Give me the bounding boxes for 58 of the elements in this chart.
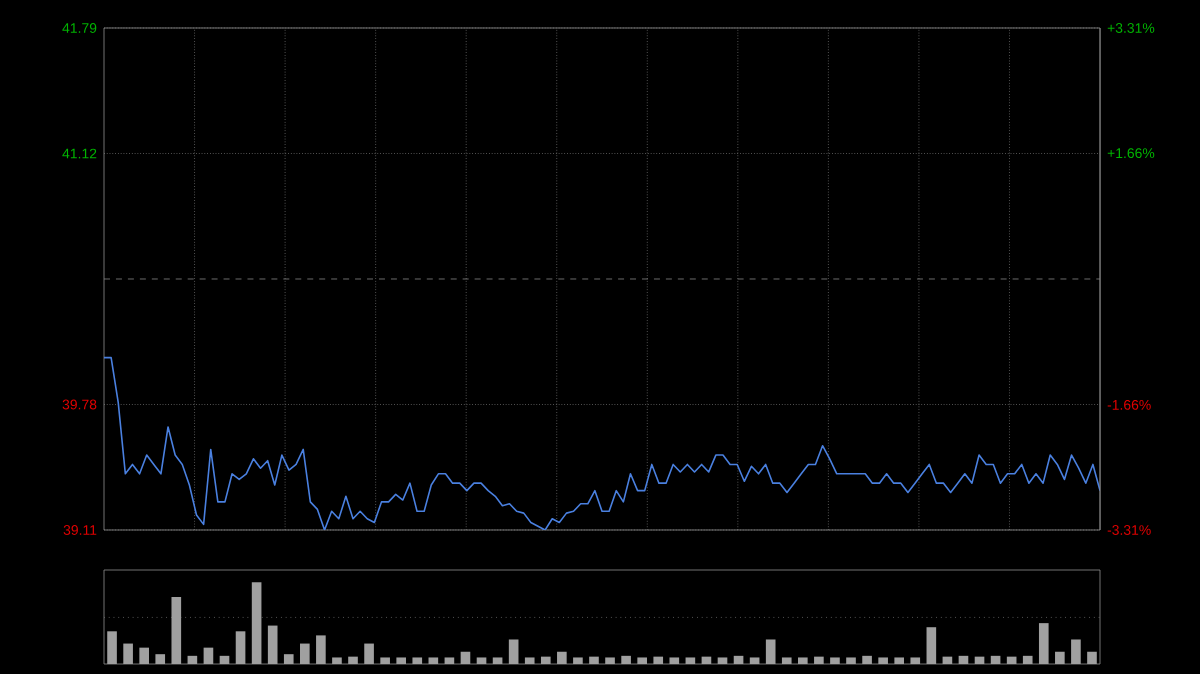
bar <box>267 625 278 664</box>
bar <box>781 657 792 664</box>
bar <box>187 655 198 664</box>
bar <box>717 657 728 664</box>
bar <box>910 657 921 664</box>
bar <box>107 631 117 664</box>
bar <box>958 655 969 664</box>
bar <box>1022 655 1033 664</box>
bar <box>203 647 214 664</box>
bar <box>1087 651 1097 664</box>
bar <box>123 643 133 664</box>
bar <box>926 627 937 664</box>
bar <box>332 657 342 664</box>
bar <box>653 656 664 664</box>
bar <box>139 647 149 664</box>
bar <box>637 657 647 664</box>
bar <box>283 654 294 664</box>
bar <box>894 657 905 664</box>
bar <box>412 657 423 664</box>
bar <box>573 657 583 664</box>
bar <box>428 657 439 664</box>
bar <box>621 655 631 664</box>
bar <box>862 655 872 664</box>
bar <box>685 657 696 664</box>
bar <box>749 657 760 664</box>
bar <box>669 657 680 664</box>
bar <box>348 656 358 664</box>
bar <box>765 639 776 664</box>
bar <box>235 631 246 664</box>
bar <box>797 657 808 664</box>
bar <box>1071 639 1081 664</box>
bar <box>460 651 471 664</box>
bar <box>492 657 503 664</box>
bar <box>1055 651 1065 664</box>
bar <box>251 582 262 664</box>
bar <box>508 639 519 664</box>
bar <box>155 654 166 664</box>
bar <box>364 643 374 664</box>
bar <box>990 655 1001 664</box>
bar <box>557 651 567 664</box>
bar <box>605 657 615 664</box>
bar <box>878 657 888 664</box>
bar <box>589 656 599 664</box>
bar <box>380 657 390 664</box>
bar <box>733 655 744 664</box>
bar <box>540 656 551 664</box>
bar <box>396 657 407 664</box>
bar <box>524 657 535 664</box>
bar <box>1038 623 1049 664</box>
bar <box>219 655 230 664</box>
bar <box>171 596 182 664</box>
bar <box>830 657 840 664</box>
bar <box>814 656 824 664</box>
bar <box>476 657 487 664</box>
bar <box>299 643 310 664</box>
bar <box>846 657 856 664</box>
bar <box>316 635 326 664</box>
bar <box>444 657 455 664</box>
